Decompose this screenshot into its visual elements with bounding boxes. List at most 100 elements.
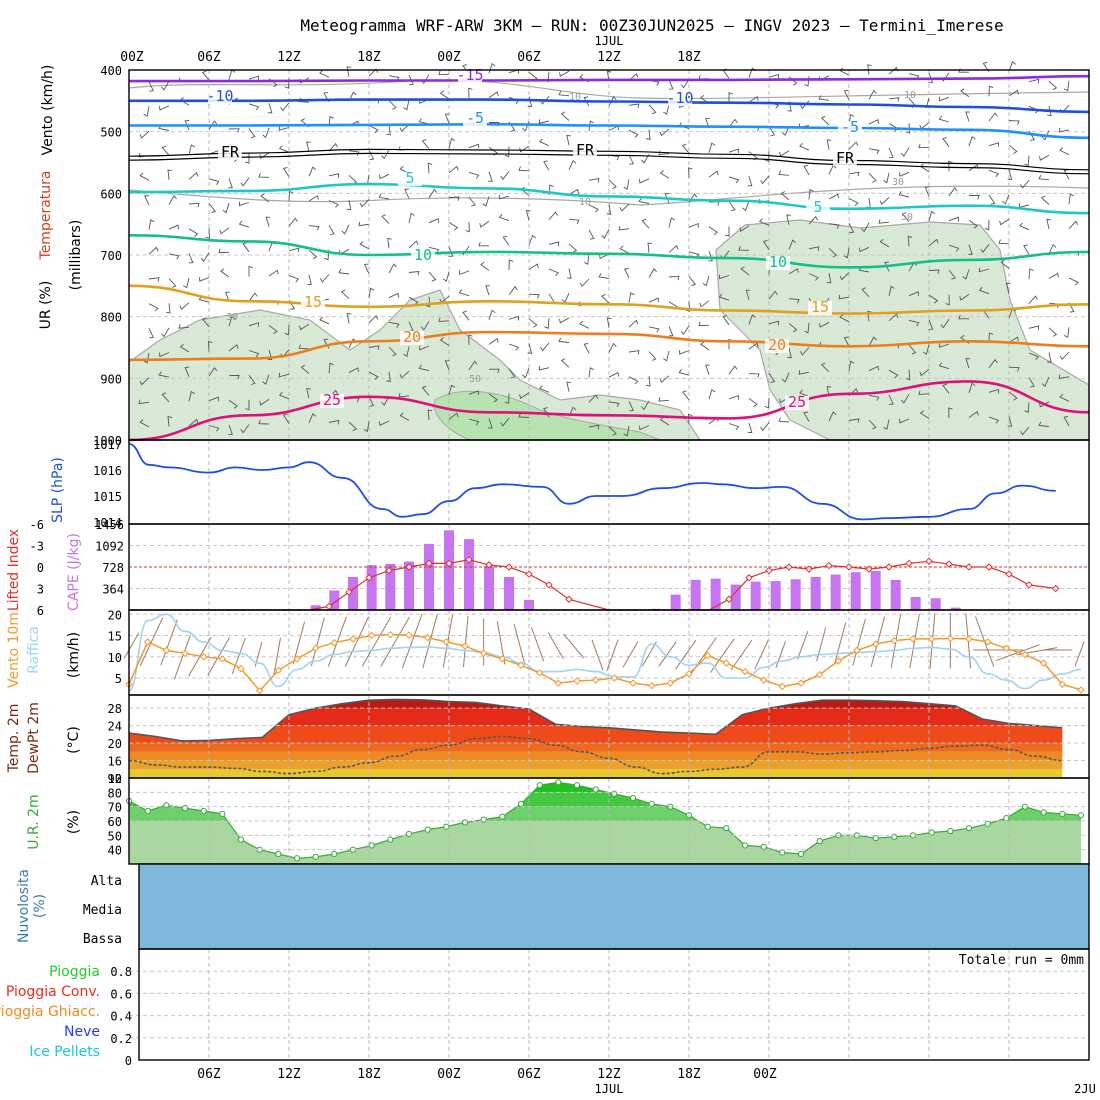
wind10-marker: [517, 661, 525, 669]
contour-label: 5: [813, 198, 822, 216]
contour-label-bg: [785, 396, 809, 410]
isotherm-fr: [128, 148, 1090, 171]
wind-barb: [685, 301, 690, 312]
contour-label: 10: [769, 253, 787, 271]
wind-barb: [468, 334, 473, 346]
li-tick-label: -3: [30, 540, 44, 554]
wind-barb: [340, 289, 350, 300]
wind-barb: [1028, 295, 1038, 304]
rh2m-marker: [517, 800, 525, 807]
lifted-marker: [465, 556, 473, 564]
wind-barb: [566, 134, 571, 146]
precip-legend-item: Ice Pellets: [29, 1044, 100, 1060]
wind-barb: [918, 390, 930, 395]
wind-barb: [462, 310, 470, 321]
wind10-marker: [237, 664, 245, 673]
wind-barb: [803, 411, 810, 422]
lifted-marker: [365, 574, 373, 582]
wind10-marker: [330, 639, 339, 647]
x-tick-label-bottom: 00Z: [753, 1067, 777, 1082]
wind-barb: [359, 241, 370, 250]
wind-barb: [778, 170, 790, 176]
wind-barb: [525, 210, 531, 221]
y-tick-label: 900: [100, 372, 122, 386]
wind-barb: [218, 248, 230, 254]
wind-barb: [1068, 220, 1079, 230]
wind-barb: [1002, 194, 1010, 205]
wind-barb: [808, 215, 818, 225]
wind-arrow: [380, 616, 410, 667]
wind-barb: [867, 310, 872, 322]
wind-barb: [418, 364, 430, 372]
wind-barb: [624, 268, 630, 279]
wind-barb: [288, 190, 294, 202]
wind-barb: [969, 195, 980, 200]
wind-barb: [560, 111, 570, 121]
wind-barb: [804, 76, 810, 87]
wind-barb: [648, 104, 657, 115]
wind-barb: [500, 171, 510, 181]
wind-barb: [508, 285, 518, 295]
wind-barb: [468, 360, 478, 370]
wind-barb: [561, 293, 570, 304]
rh-label: 30: [892, 177, 904, 188]
wind-barb: [907, 235, 913, 247]
wind-barb: [1039, 154, 1050, 161]
wind-barb: [788, 76, 798, 86]
contour-label: -15: [456, 66, 483, 84]
ylabel-dewpt2m: DewPt 2m: [26, 702, 42, 774]
temp-band: [129, 743, 1063, 752]
wind-barb: [1059, 393, 1070, 402]
wind-barb: [924, 186, 930, 197]
wind-barb: [668, 275, 680, 281]
wind-barb: [328, 173, 340, 178]
wind-barb: [848, 171, 860, 177]
x-tick-label-bottom: 06Z: [197, 1067, 221, 1082]
cape-bar: [750, 581, 761, 610]
wind-barb: [543, 160, 550, 171]
wind-arrow: [361, 616, 392, 667]
wind-barb: [681, 143, 690, 154]
wind-barb: [928, 238, 939, 247]
wind-barb: [1068, 193, 1075, 205]
wind-barb: [939, 343, 950, 348]
wind-barb: [240, 424, 250, 434]
wind-barb: [819, 321, 830, 328]
wind-barb: [208, 203, 217, 214]
wind-arrow: [591, 639, 604, 671]
rh2m-marker: [797, 850, 805, 858]
wind-barb: [320, 274, 330, 283]
wind-barb: [308, 166, 317, 177]
contour-label: 20: [768, 336, 786, 354]
wind-barb: [148, 246, 159, 255]
temp-band: [129, 769, 1063, 778]
lifted-marker: [905, 559, 913, 568]
wind-barb: [888, 313, 899, 322]
wind-barb: [363, 421, 370, 433]
wind-barb: [959, 293, 970, 301]
wind-barb: [159, 105, 170, 111]
wind-barb: [539, 385, 550, 393]
isotherm-line: [128, 98, 1090, 114]
wind-barb: [381, 214, 390, 225]
wind-barb: [468, 87, 473, 99]
cape-bar: [670, 594, 681, 610]
wind-barb: [928, 73, 934, 84]
wind-barb: [948, 407, 953, 419]
wind-barb: [548, 268, 559, 277]
wind-barb: [988, 169, 1000, 178]
wind-barb: [628, 401, 634, 412]
wind-barb: [242, 242, 250, 253]
wind-barb: [965, 358, 970, 369]
wind10-marker: [853, 646, 861, 655]
wind-barb: [420, 74, 430, 84]
wind-barb: [826, 139, 832, 150]
wind-arrow: [658, 641, 677, 667]
wind-barb: [628, 154, 634, 165]
wind-barb: [388, 99, 397, 110]
wind-barb: [962, 269, 970, 280]
wind-barb: [998, 239, 1010, 245]
wind-barb: [566, 381, 571, 392]
wind-barb: [1023, 244, 1030, 255]
